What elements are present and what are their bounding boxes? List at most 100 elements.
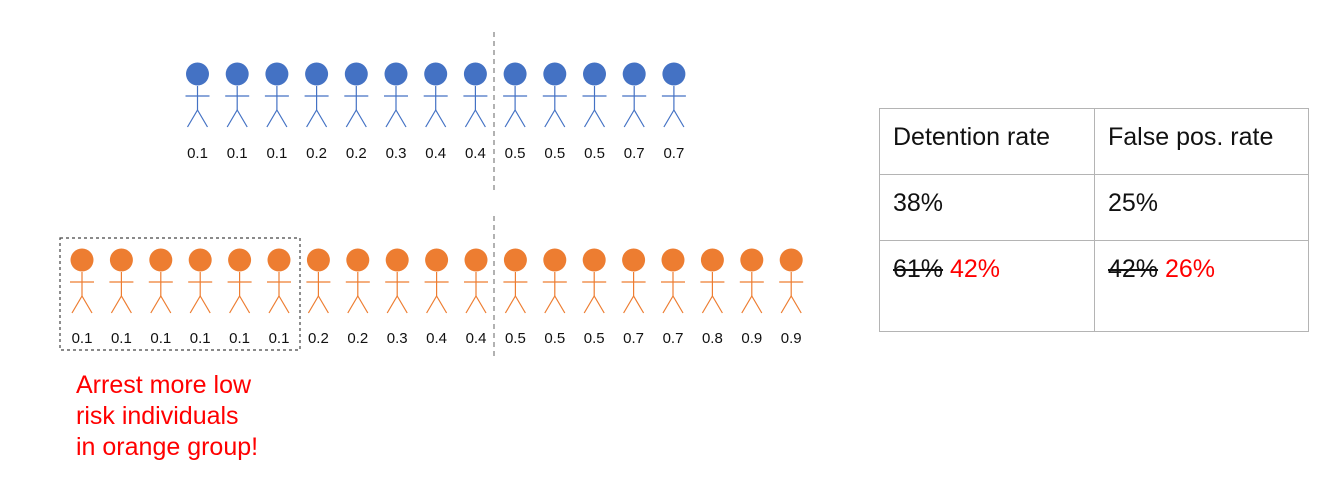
- person-legs: [229, 294, 251, 314]
- blue-person: [185, 62, 210, 128]
- person-head: [384, 62, 408, 86]
- blue-person: [344, 62, 369, 128]
- risk-score-label: 0.5: [505, 330, 526, 347]
- false-pos-rate-updated: 42% 26%: [1094, 240, 1309, 332]
- metrics-table: Detention rate False pos. rate 38% 25% 6…: [879, 108, 1309, 332]
- risk-score-label: 0.5: [544, 145, 565, 162]
- person-head: [779, 248, 803, 272]
- person-legs: [189, 294, 211, 314]
- orange-person: [661, 248, 685, 314]
- orange-person: [542, 248, 567, 314]
- blue-person: [304, 62, 329, 128]
- person-head: [265, 62, 289, 86]
- orange-person: [621, 248, 646, 314]
- orange-person: [345, 248, 370, 314]
- person-legs: [347, 294, 369, 314]
- person-legs: [426, 294, 448, 314]
- person-head: [70, 248, 94, 272]
- person-legs: [623, 294, 645, 314]
- person-head: [109, 248, 133, 272]
- person-legs: [385, 108, 407, 128]
- table-row: 61% 42% 42% 26%: [879, 240, 1309, 332]
- orange-person: [503, 248, 528, 314]
- risk-score-label: 0.4: [465, 145, 486, 162]
- person-head: [662, 62, 686, 86]
- person-head: [267, 248, 291, 272]
- risk-score-label: 0.1: [269, 330, 290, 347]
- person-head: [740, 248, 764, 272]
- person-legs: [186, 108, 209, 128]
- orange-group-row: 0.1 0.1 0.1 0.1 0.1 0.1 0.2 0.2 0.3 0.4 0.4 0.5 0.5 0…: [70, 248, 804, 347]
- risk-score-label: 0.4: [426, 330, 447, 347]
- risk-score-label: 0.2: [346, 145, 367, 162]
- table-header-row: Detention rate False pos. rate: [879, 108, 1309, 175]
- person-legs: [150, 294, 172, 314]
- risk-score-label: 0.1: [266, 145, 287, 162]
- orange-person: [582, 248, 607, 314]
- person-head: [228, 248, 252, 272]
- person-head: [385, 248, 409, 272]
- person-legs: [110, 294, 132, 314]
- blue-person: [264, 62, 289, 128]
- orange-person: [267, 248, 291, 314]
- orange-person: [306, 248, 331, 314]
- person-head: [149, 248, 173, 272]
- person-head: [661, 248, 685, 272]
- risk-score-label: 0.5: [505, 145, 526, 162]
- person-head: [463, 62, 487, 86]
- person-head: [700, 248, 724, 272]
- blue-person: [423, 62, 448, 128]
- risk-score-label: 0.9: [781, 330, 802, 347]
- risk-score-label: 0.4: [425, 145, 446, 162]
- risk-score-label: 0.4: [466, 330, 487, 347]
- risk-score-label: 0.3: [387, 330, 408, 347]
- note-line: in orange group!: [76, 433, 259, 461]
- person-legs: [465, 294, 487, 314]
- person-legs: [583, 294, 605, 314]
- person-head: [582, 248, 606, 272]
- person-legs: [623, 108, 645, 128]
- person-legs: [71, 294, 93, 314]
- risk-score-label: 0.2: [308, 330, 329, 347]
- blue-person: [463, 62, 488, 128]
- person-head: [424, 62, 448, 86]
- person-legs: [544, 108, 566, 128]
- person-head: [622, 62, 646, 86]
- risk-score-label: 0.5: [584, 330, 605, 347]
- risk-score-label: 0.1: [111, 330, 132, 347]
- person-legs: [662, 294, 684, 314]
- risk-score-label: 0.1: [227, 145, 248, 162]
- risk-score-label: 0.7: [623, 330, 644, 347]
- person-head: [464, 248, 488, 272]
- person-legs: [741, 294, 763, 314]
- detention-rate-updated: 61% 42%: [879, 240, 1095, 332]
- person-legs: [386, 294, 408, 314]
- risk-score-label: 0.7: [624, 145, 645, 162]
- blue-person: [384, 62, 408, 128]
- detention-rate-value: 38%: [879, 174, 1095, 241]
- risk-score-label: 0.1: [229, 330, 250, 347]
- person-legs: [780, 294, 802, 314]
- person-head: [225, 62, 249, 86]
- low-risk-selection-box: [59, 237, 301, 351]
- person-head: [583, 62, 606, 86]
- person-head: [346, 248, 370, 272]
- orange-person: [188, 248, 213, 314]
- person-legs: [464, 108, 486, 128]
- new-detention-rate: 42%: [950, 255, 1001, 283]
- risk-score-label: 0.3: [386, 145, 407, 162]
- person-head: [344, 62, 368, 86]
- person-legs: [268, 294, 290, 314]
- orange-person: [70, 248, 94, 314]
- person-head: [306, 248, 330, 272]
- risk-score-label: 0.1: [72, 330, 93, 347]
- blue-person: [542, 62, 567, 128]
- blue-person: [225, 62, 250, 128]
- person-legs: [583, 108, 606, 128]
- new-false-pos-rate: 26%: [1165, 255, 1216, 283]
- orange-group-note: Arrest more low risk individuals in oran…: [76, 370, 336, 463]
- risk-score-label: 0.2: [306, 145, 327, 162]
- blue-group-row: 0.1 0.1 0.1 0.2 0.2 0.3 0.4 0.4 0.5 0.5 0.5 0.7 0.7: [185, 62, 686, 162]
- false-pos-rate-value: 25%: [1094, 174, 1309, 241]
- person-legs: [425, 108, 447, 128]
